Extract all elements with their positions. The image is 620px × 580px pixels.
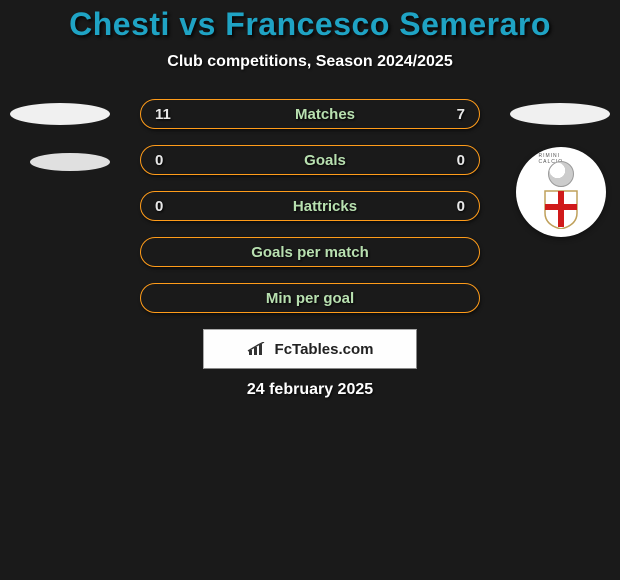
stat-right-value: 0 [441,152,465,169]
stat-row-mpg: Min per goal [140,283,480,313]
stat-left-value: 11 [155,106,179,123]
crest-ball-icon [548,161,574,187]
player-badge-left-2 [30,153,110,171]
stat-label: Goals per match [155,244,465,261]
page-title: Chesti vs Francesco Semeraro [0,6,620,43]
stat-left-value: 0 [155,152,179,169]
stat-left-value: 0 [155,198,179,215]
bar-chart-icon [247,342,269,356]
player-badge-left [10,103,110,125]
club-crest-right: RIMINI CALCIO [516,147,606,237]
stat-row-gpm: Goals per match [140,237,480,267]
stat-right-value: 7 [441,106,465,123]
stat-label: Min per goal [155,290,465,307]
stat-right-value: 0 [441,198,465,215]
stat-row-hattricks: 0 Hattricks 0 [140,191,480,221]
date-text: 24 february 2025 [0,381,620,399]
player-badge-right [510,103,610,125]
comparison-table: RIMINI CALCIO 11 Matches 7 0 Goals 0 0 H… [0,99,620,399]
stat-row-matches: 11 Matches 7 [140,99,480,129]
stat-rows: 11 Matches 7 0 Goals 0 0 Hattricks 0 Goa… [140,99,480,313]
source-logo[interactable]: FcTables.com [203,329,417,369]
stat-label: Hattricks [209,198,441,215]
infographic-container: Chesti vs Francesco Semeraro Club compet… [0,0,620,399]
subtitle: Club competitions, Season 2024/2025 [0,53,620,71]
source-logo-text: FcTables.com [275,341,374,358]
stat-label: Goals [209,152,441,169]
stat-row-goals: 0 Goals 0 [140,145,480,175]
crest-shield-icon [541,189,581,229]
stat-label: Matches [209,106,441,123]
